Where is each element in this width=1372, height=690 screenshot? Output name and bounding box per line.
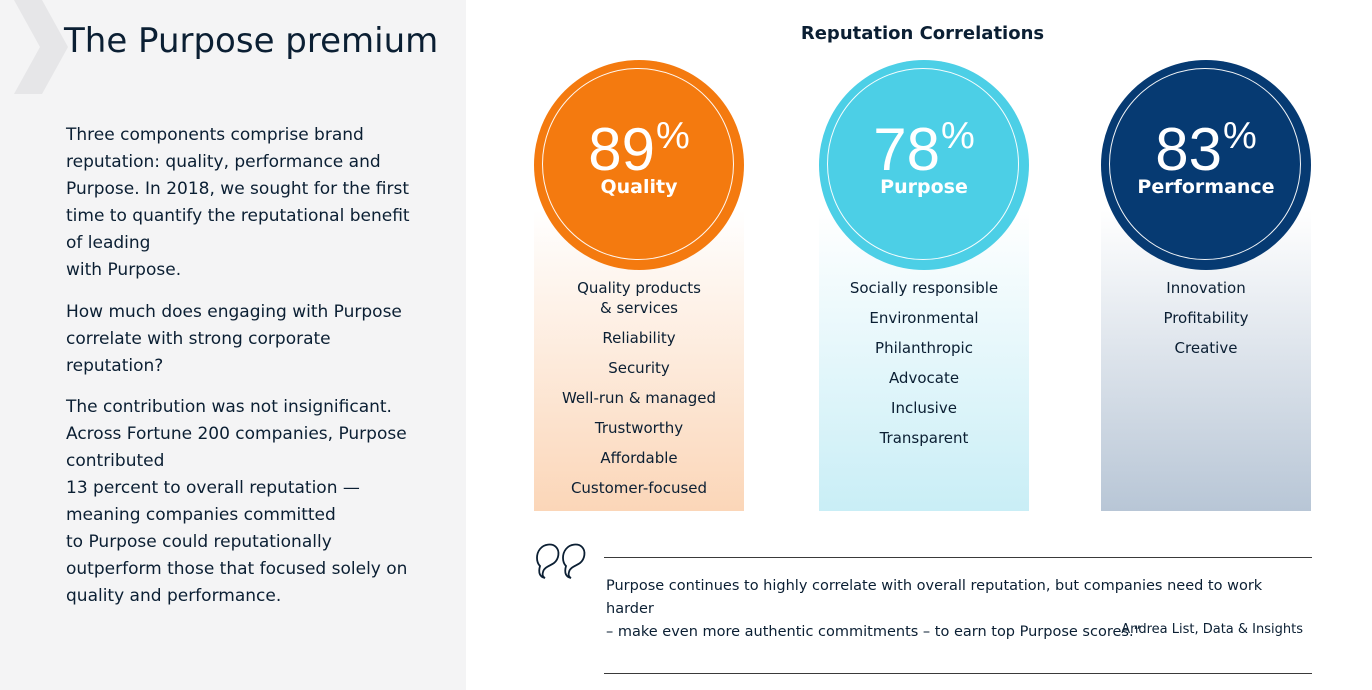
quality-circle: 89% Quality — [534, 60, 744, 270]
section-title: Reputation Correlations — [800, 23, 1045, 44]
question-paragraph: How much does engaging with Purpose corr… — [66, 302, 402, 376]
quote-marks-icon — [536, 543, 586, 579]
performance-percentage-value: 83 — [1155, 116, 1222, 183]
list-item: Profitability — [1163, 309, 1249, 327]
list-item: Transparent — [879, 429, 969, 447]
purpose-percentage: 78% — [819, 104, 1029, 183]
performance-label: Performance — [1137, 176, 1275, 198]
list-item: Security — [608, 359, 670, 377]
contribution-paragraph: The contribution was not insignificant. … — [66, 397, 408, 606]
performance-percentage: 83% — [1101, 104, 1311, 183]
quality-percent-sign: % — [655, 115, 690, 157]
quote-text: Purpose continues to highly correlate wi… — [606, 578, 1263, 640]
page-title: The Purpose premium — [64, 21, 439, 61]
quality-attribute-list: Quality products & services Reliability … — [534, 278, 744, 508]
list-item: Affordable — [600, 449, 678, 467]
performance-column: 83% Performance Innovation Profitability… — [1101, 60, 1311, 511]
performance-circle-ring — [1109, 68, 1301, 260]
purpose-label: Purpose — [880, 176, 968, 198]
intro-paragraph: Three components comprise brand reputati… — [66, 125, 410, 280]
list-item: Creative — [1174, 339, 1238, 357]
list-item: Socially responsible — [849, 279, 999, 297]
quality-percentage-value: 89 — [588, 116, 655, 183]
left-panel: The Purpose premium Three components com… — [0, 0, 466, 690]
purpose-circle: 78% Purpose — [819, 60, 1029, 270]
purpose-attribute-list: Socially responsible Environmental Phila… — [819, 278, 1029, 458]
performance-attribute-list: Innovation Profitability Creative — [1101, 278, 1311, 368]
quote-author: Andrea List, Data & Insights — [1121, 622, 1303, 637]
list-item: Environmental — [869, 309, 979, 327]
quality-label: Quality — [600, 176, 678, 198]
purpose-circle-ring — [827, 68, 1019, 260]
list-item: Well-run & managed — [561, 389, 717, 407]
list-item: Customer-focused — [570, 479, 708, 497]
list-item: Inclusive — [891, 399, 957, 417]
chevron-decoration-icon — [14, 0, 68, 94]
list-item: Trustworthy — [594, 419, 684, 437]
quality-percentage: 89% — [534, 104, 744, 183]
list-item: Innovation — [1166, 279, 1246, 297]
quote-divider-top — [604, 557, 1312, 558]
performance-percent-sign: % — [1222, 115, 1257, 157]
quote-divider-bottom — [604, 673, 1312, 674]
list-item: Philanthropic — [875, 339, 973, 357]
purpose-column: 78% Purpose Socially responsible Environ… — [819, 60, 1029, 511]
quality-circle-ring — [542, 68, 734, 260]
purpose-percentage-value: 78 — [873, 116, 940, 183]
purpose-percent-sign: % — [940, 115, 975, 157]
quality-column: 89% Quality Quality products & services … — [534, 60, 744, 511]
list-item: Advocate — [888, 369, 960, 387]
list-item: Quality products & services — [577, 279, 701, 317]
list-item: Reliability — [602, 329, 676, 347]
performance-circle: 83% Performance — [1101, 60, 1311, 270]
